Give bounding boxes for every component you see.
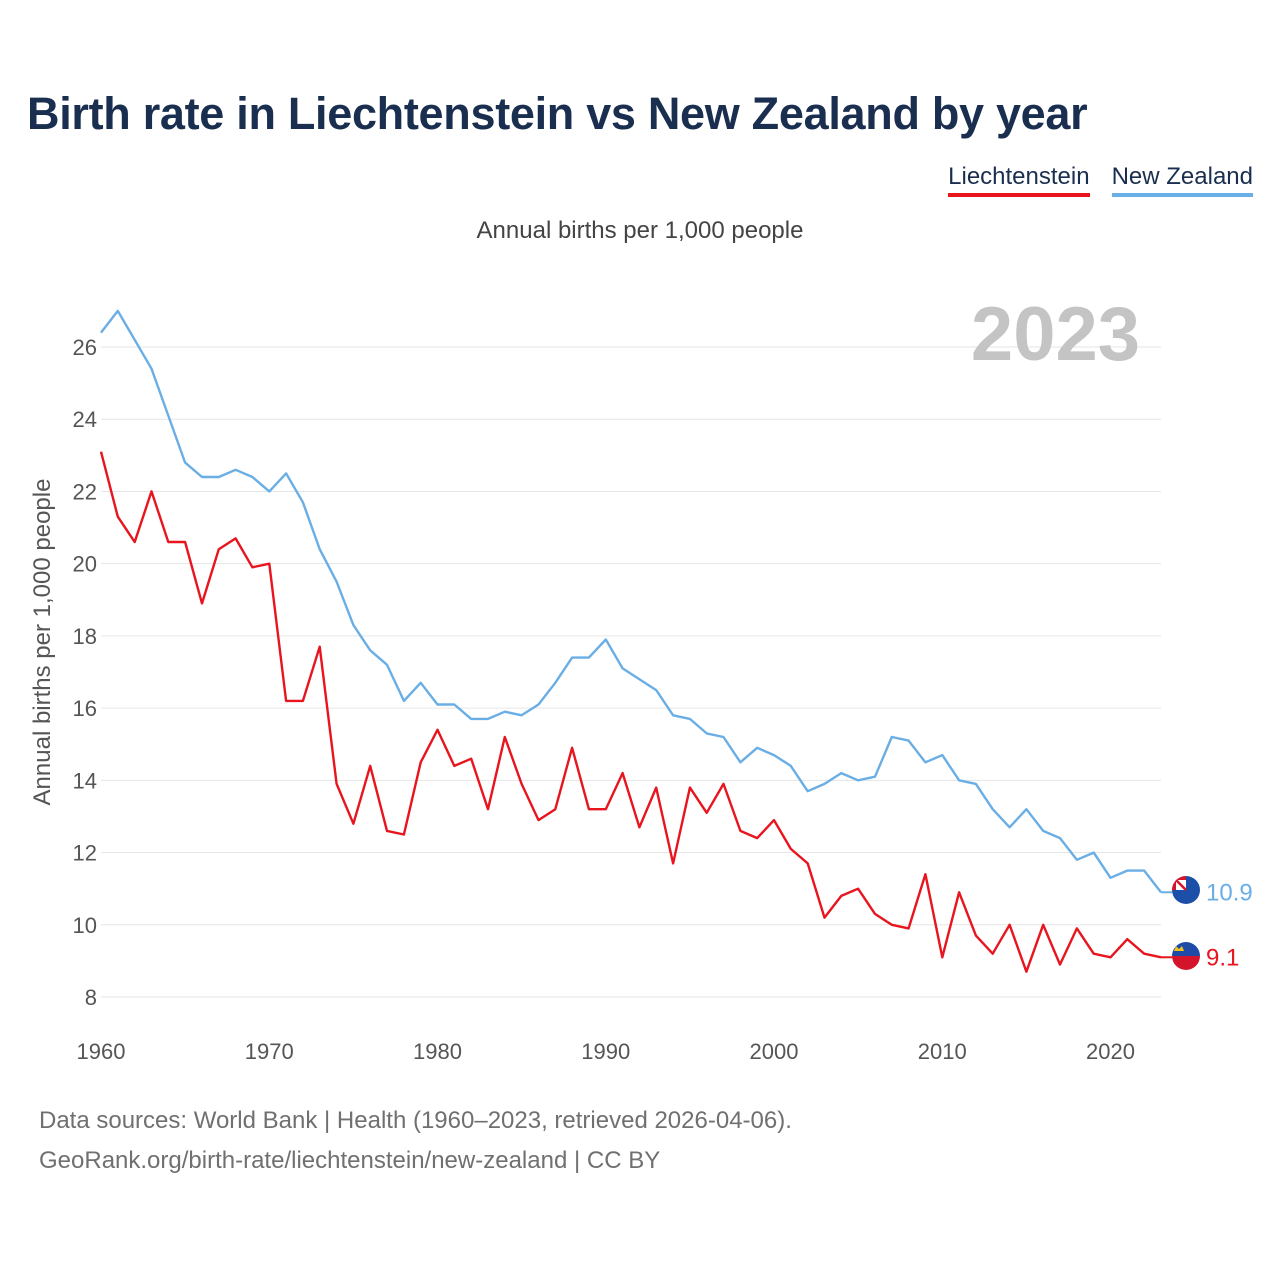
legend-item-new-zealand[interactable]: New Zealand xyxy=(1111,163,1253,197)
y-tick-label: 12 xyxy=(73,841,97,866)
series-line-liechtenstein xyxy=(99,451,1162,973)
y-axis-ticks: 8 10 12 14 16 18 20 22 24 26 xyxy=(73,335,97,1010)
y-tick-label: 8 xyxy=(85,985,97,1010)
legend-item-liechtenstein[interactable]: Liechtenstein xyxy=(948,163,1090,197)
y-tick-label: 10 xyxy=(73,913,97,938)
x-axis-ticks: 1960 1970 1980 1990 2000 2010 2020 xyxy=(77,1039,1135,1064)
year-watermark: 2023 xyxy=(971,292,1140,377)
y-tick-label: 14 xyxy=(73,768,97,793)
x-tick-label: 1960 xyxy=(77,1039,126,1064)
x-tick-label: 2000 xyxy=(750,1039,799,1064)
y-tick-label: 26 xyxy=(73,335,97,360)
chart-subtitle: Annual births per 1,000 people xyxy=(476,217,804,244)
x-tick-label: 1970 xyxy=(245,1039,294,1064)
end-label-new-zealand: 10.9 xyxy=(1206,879,1253,906)
x-tick-label: 2010 xyxy=(918,1039,967,1064)
y-tick-label: 20 xyxy=(73,552,97,577)
source-link[interactable]: GeoRank.org/birth-rate/liechtenstein/new… xyxy=(39,1147,661,1174)
gridlines xyxy=(101,346,1161,998)
end-label-liechtenstein: 9.1 xyxy=(1206,944,1239,971)
x-tick-label: 1980 xyxy=(413,1039,462,1064)
chart-title: Birth rate in Liechtenstein vs New Zeala… xyxy=(27,88,1088,139)
x-tick-label: 1990 xyxy=(581,1039,630,1064)
source-line-1: Data sources: World Bank | Health (1960–… xyxy=(39,1107,792,1134)
legend: Liechtenstein New Zealand xyxy=(948,163,1253,197)
y-tick-label: 16 xyxy=(73,696,97,721)
y-tick-label: 22 xyxy=(73,479,97,504)
new-zealand-flag-icon xyxy=(1172,876,1200,904)
y-tick-label: 18 xyxy=(73,624,97,649)
series-line-new-zealand xyxy=(100,309,1162,894)
line-chart: 2023 8 10 12 14 16 18 20 22 24 26 1960 1970 1980 199… xyxy=(29,292,1253,1064)
x-tick-label: 2020 xyxy=(1086,1039,1135,1064)
y-axis-label: Annual births per 1,000 people xyxy=(29,479,56,806)
y-tick-label: 24 xyxy=(73,407,97,432)
series-layer: 9.1 10.9 xyxy=(99,309,1253,973)
liechtenstein-flag-icon xyxy=(1172,942,1200,970)
